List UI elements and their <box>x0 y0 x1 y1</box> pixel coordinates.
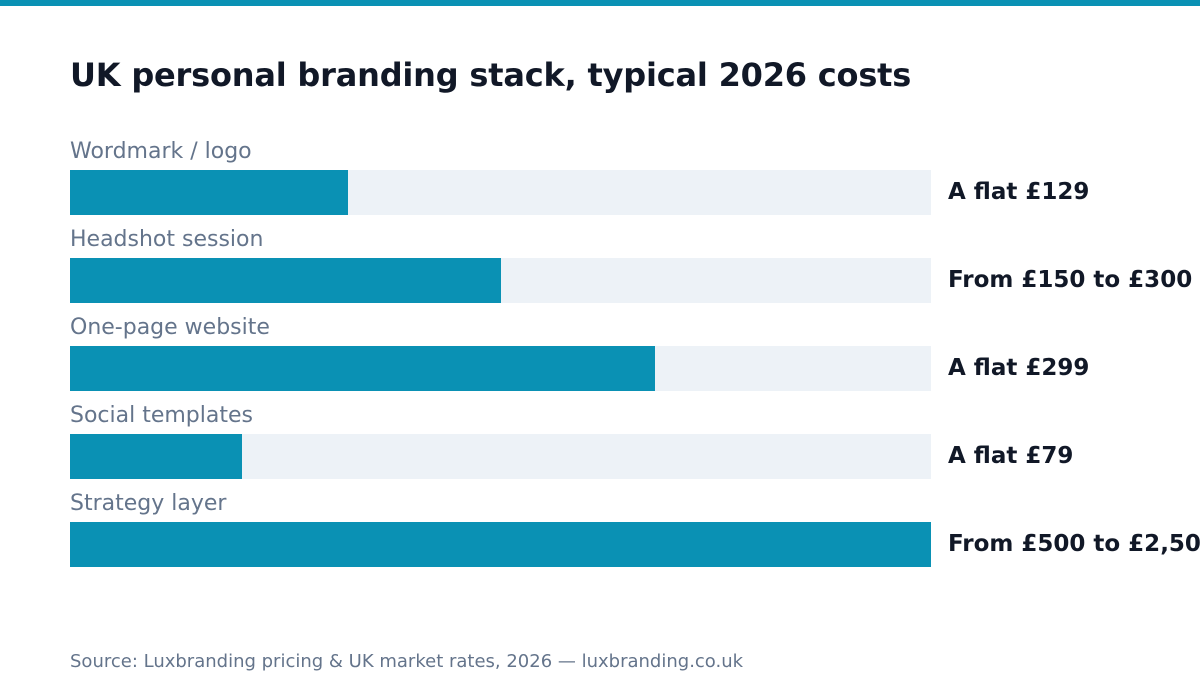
chart-title: UK personal branding stack, typical 2026… <box>70 56 912 94</box>
category-label: Strategy layer <box>70 491 227 516</box>
bar-row: Strategy layer From £500 to £2,500 <box>0 490 1200 578</box>
bar <box>70 258 501 303</box>
top-accent-bar <box>0 0 1200 6</box>
bar-track <box>70 434 931 479</box>
bar <box>70 434 242 479</box>
bar <box>70 522 931 567</box>
bar-row: Headshot session From £150 to £300 <box>0 226 1200 314</box>
category-label: Wordmark / logo <box>70 139 252 164</box>
category-label: One-page website <box>70 315 270 340</box>
value-label: A flat £299 <box>948 355 1090 381</box>
value-label: From £500 to £2,500 <box>948 531 1200 557</box>
bar-track <box>70 346 931 391</box>
bar-track <box>70 522 931 567</box>
category-label: Headshot session <box>70 227 264 252</box>
bar-track <box>70 258 931 303</box>
category-label: Social templates <box>70 403 253 428</box>
value-label: A flat £129 <box>948 179 1090 205</box>
bar-row: Social templates A flat £79 <box>0 402 1200 490</box>
bar-row: One-page website A flat £299 <box>0 314 1200 402</box>
value-label: From £150 to £300 <box>948 267 1193 293</box>
value-label: A flat £79 <box>948 443 1074 469</box>
bar-row: Wordmark / logo A flat £129 <box>0 138 1200 226</box>
bar <box>70 346 655 391</box>
bar-track <box>70 170 931 215</box>
source-note: Source: Luxbranding pricing & UK market … <box>70 651 744 672</box>
bar <box>70 170 348 215</box>
